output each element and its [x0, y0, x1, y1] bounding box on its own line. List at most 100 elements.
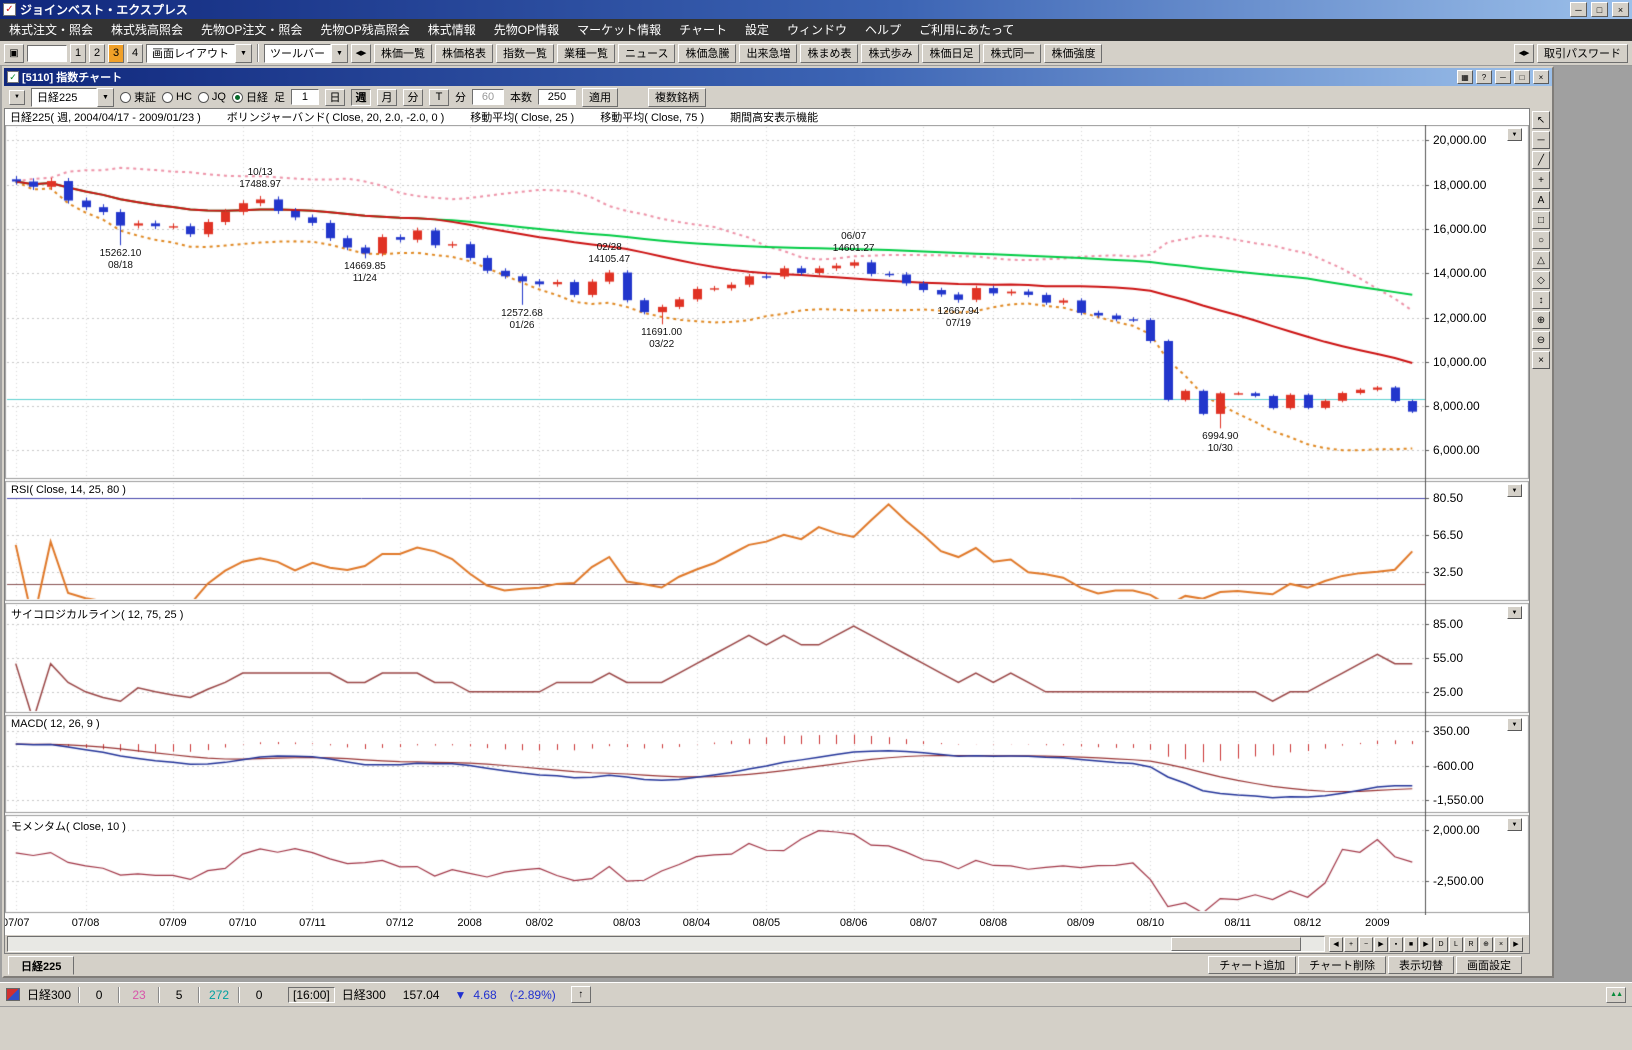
scroll-stop-button[interactable]: ■ — [1404, 936, 1418, 952]
toolbar-button-same-stock[interactable]: 株式同一 — [983, 43, 1042, 63]
scroll-step-left-button[interactable]: ◀ — [1329, 936, 1343, 952]
add-chart-button[interactable]: チャート追加 — [1208, 956, 1297, 974]
scroll-step-right-button[interactable]: ▶ — [1374, 936, 1388, 952]
pointer-tool-button[interactable]: ↖ — [1532, 111, 1550, 129]
toolbar-button-index-list[interactable]: 指数一覧 — [496, 43, 554, 63]
menu-help[interactable]: ヘルプ — [865, 23, 902, 37]
radio-nikkei-circle[interactable] — [231, 91, 243, 103]
scroll-end-button[interactable]: ▶ — [1509, 936, 1523, 952]
chart-context-menu-button[interactable]: ▼ — [9, 89, 25, 105]
toolbar-button-volume-surge[interactable]: 出来急増 — [739, 43, 798, 63]
scroll-r-button[interactable]: R — [1464, 936, 1478, 952]
menu-stock-balance-inquiry[interactable]: 株式残高照会 — [111, 23, 184, 37]
chart-scrollbar-track[interactable] — [7, 936, 1325, 952]
layout-1-button[interactable]: 1 — [70, 43, 86, 63]
menu-stock-info[interactable]: 株式情報 — [427, 23, 476, 37]
minimize-button[interactable]: ─ — [1570, 2, 1587, 17]
scroll-close-button[interactable]: × — [1494, 936, 1508, 952]
period-minute-button[interactable]: 分 — [402, 88, 423, 106]
period-tick-button[interactable]: T — [428, 88, 449, 106]
price-panel-menu-button[interactable]: ▼ — [1507, 128, 1522, 141]
symbol-dropdown-icon[interactable]: ▼ — [97, 87, 114, 107]
quick-code-input[interactable] — [27, 44, 67, 62]
cw-layout-button[interactable]: ▦ — [1457, 70, 1473, 84]
menu-chart[interactable]: チャート — [679, 23, 727, 37]
radio-jq[interactable]: JQ — [197, 91, 226, 103]
maximize-button[interactable]: □ — [1591, 2, 1608, 17]
horizontal-line-tool-button[interactable]: ─ — [1532, 131, 1550, 149]
period-day-button[interactable]: 日 — [324, 88, 345, 106]
radio-tse-circle[interactable] — [120, 91, 131, 103]
scroll-d-button[interactable]: D — [1434, 936, 1448, 952]
screen-layout-dropdown-icon[interactable]: ▼ — [235, 43, 252, 63]
scroll-dot-button[interactable]: ▪ — [1389, 936, 1403, 952]
scroll-play-button[interactable]: ▶ — [1419, 936, 1433, 952]
cw-maximize-button[interactable]: □ — [1514, 70, 1530, 84]
scroll-zoom-in-button[interactable]: + — [1344, 936, 1358, 952]
toolbar-collapse-button[interactable]: ◀▶ — [351, 43, 371, 63]
delete-tool-button[interactable]: × — [1532, 351, 1550, 369]
rsi-panel-menu-button[interactable]: ▼ — [1507, 484, 1522, 497]
screen-layout-select[interactable]: 画面レイアウト ▼ — [146, 43, 252, 63]
toolbar-button-sector-list[interactable]: 業種一覧 — [557, 43, 615, 63]
cw-close-button[interactable]: × — [1533, 70, 1549, 84]
toolbar-button-tick-history[interactable]: 株式歩み — [861, 43, 920, 63]
scroll-zoom-out-button[interactable]: − — [1359, 936, 1373, 952]
apply-button[interactable]: 適用 — [581, 87, 618, 107]
measure-tool-button[interactable]: ↕ — [1532, 291, 1550, 309]
period-month-button[interactable]: 月 — [376, 88, 397, 106]
screen-settings-button[interactable]: 画面設定 — [1456, 956, 1522, 974]
radio-hc-circle[interactable] — [162, 91, 173, 103]
scroll-up-corner-button[interactable]: ▲▲ — [1606, 986, 1626, 1003]
macd-panel-menu-button[interactable]: ▼ — [1507, 718, 1522, 731]
menu-usage-guide[interactable]: ご利用にあたって — [919, 23, 1015, 37]
price-chart-canvas[interactable] — [5, 125, 1529, 915]
close-button[interactable]: × — [1612, 2, 1629, 17]
toolbar-button-news[interactable]: ニュース — [618, 43, 676, 63]
chart-scrollbar-thumb[interactable] — [1171, 937, 1301, 951]
radio-hc[interactable]: HC — [162, 91, 192, 103]
chart-symbol-tab[interactable]: 日経225 — [8, 956, 75, 975]
password-panel-toggle-button[interactable]: ◀▶ — [1514, 43, 1534, 63]
toolbar-dropdown-icon[interactable]: ▼ — [331, 43, 348, 63]
ellipse-tool-button[interactable]: ○ — [1532, 231, 1550, 249]
toolbar-button-price-board[interactable]: 株価格表 — [435, 43, 493, 63]
text-tool-button[interactable]: A — [1532, 191, 1550, 209]
menu-window[interactable]: ウィンドウ — [787, 23, 848, 37]
toolbar-button-price-list[interactable]: 株価一覧 — [374, 43, 432, 63]
multi-symbol-button[interactable]: 複数銘柄 — [647, 87, 706, 107]
symbol-select[interactable]: 日経225 ▼ — [31, 87, 114, 107]
market-status-icon[interactable] — [6, 988, 20, 1001]
trendline-tool-button[interactable]: ╱ — [1532, 151, 1550, 169]
rectangle-tool-button[interactable]: □ — [1532, 211, 1550, 229]
layout-4-button[interactable]: 4 — [127, 43, 143, 63]
toolbar-button-daily-price[interactable]: 株価日足 — [922, 43, 981, 63]
momentum-panel-menu-button[interactable]: ▼ — [1507, 818, 1522, 831]
window-layout-icon-button[interactable]: ▣ — [4, 43, 24, 63]
menu-futures-op-info[interactable]: 先物OP情報 — [493, 23, 560, 37]
toggle-display-button[interactable]: 表示切替 — [1388, 956, 1454, 974]
radio-nikkei[interactable]: 日経 — [231, 89, 268, 105]
crosshair-tool-button[interactable]: + — [1532, 171, 1550, 189]
bar-interval-input[interactable] — [290, 89, 319, 105]
diamond-tool-button[interactable]: ◇ — [1532, 271, 1550, 289]
remove-chart-button[interactable]: チャート削除 — [1298, 956, 1386, 974]
radio-tse[interactable]: 東証 — [120, 89, 156, 105]
toolbar-select[interactable]: ツールバー ▼ — [264, 43, 348, 63]
popup-quote-button[interactable]: ↑ — [570, 986, 591, 1003]
triangle-tool-button[interactable]: △ — [1532, 251, 1550, 269]
menu-stock-order-inquiry[interactable]: 株式注文・照会 — [9, 23, 94, 37]
bar-count-input[interactable] — [537, 89, 576, 105]
layout-3-button[interactable]: 3 — [108, 43, 124, 63]
menu-futures-op-balance-inquiry[interactable]: 先物OP残高照会 — [320, 23, 410, 37]
radio-jq-circle[interactable] — [197, 91, 209, 103]
period-week-button[interactable]: 週 — [350, 88, 371, 106]
cw-help-button[interactable]: ? — [1476, 70, 1492, 84]
trade-password-button[interactable]: 取引パスワード — [1537, 43, 1628, 63]
menu-settings[interactable]: 設定 — [744, 23, 769, 37]
cw-minimize-button[interactable]: ─ — [1495, 70, 1511, 84]
toolbar-button-summary-table[interactable]: 株まめ表 — [800, 43, 859, 63]
layout-2-button[interactable]: 2 — [89, 43, 105, 63]
menu-futures-op-order-inquiry[interactable]: 先物OP注文・照会 — [201, 23, 303, 37]
zoom-in-tool-button[interactable]: ⊕ — [1532, 311, 1550, 329]
